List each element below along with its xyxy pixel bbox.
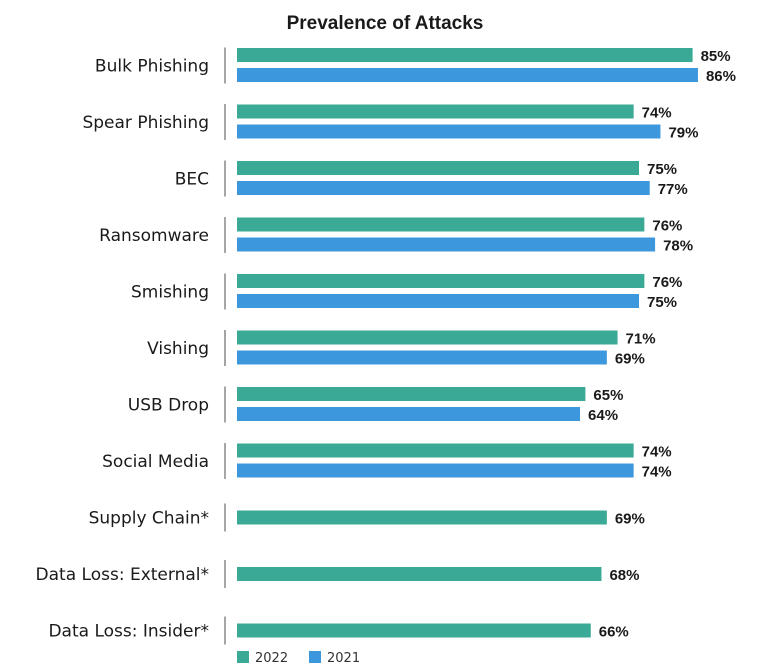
value-label: 75% — [647, 294, 677, 311]
bar-group: Data Loss: Insider* 66% — [48, 616, 629, 645]
bar-2022 — [237, 443, 634, 458]
value-label: 79% — [668, 125, 698, 142]
legend-swatch — [309, 651, 321, 663]
bar-2022 — [237, 567, 602, 581]
value-label: 78% — [663, 238, 693, 255]
legend-label: 2021 — [327, 651, 360, 666]
value-label: 85% — [701, 48, 731, 65]
category-label: Social Media — [102, 452, 209, 472]
value-label: 71% — [626, 331, 656, 348]
bar-2022 — [237, 104, 634, 119]
category-label: Data Loss: External* — [36, 565, 209, 585]
bar-group: Supply Chain* 69% — [89, 503, 645, 532]
bar-2022 — [237, 510, 607, 525]
bar-2021 — [237, 68, 698, 82]
category-label: Bulk Phishing — [95, 57, 209, 77]
value-label: 74% — [642, 444, 672, 461]
category-label: Data Loss: Insider* — [48, 622, 209, 642]
bar-group: Spear Phishing 74% 79% — [82, 104, 698, 142]
bar-2021 — [237, 237, 656, 252]
bar-2022 — [237, 217, 645, 232]
category-label: Spear Phishing — [82, 113, 209, 133]
value-label: 86% — [706, 68, 736, 85]
value-label: 66% — [599, 624, 629, 641]
category-label: Vishing — [147, 339, 209, 359]
value-label: 75% — [647, 161, 677, 178]
bar-group: Smishing 76% 75% — [131, 273, 682, 311]
bar-group: Vishing 71% 69% — [147, 330, 656, 368]
value-label: 74% — [642, 464, 672, 481]
bar-2021 — [237, 463, 634, 478]
value-label: 69% — [615, 511, 645, 528]
category-label: Supply Chain* — [89, 509, 209, 529]
category-label: Ransomware — [99, 226, 209, 246]
bar-2022 — [237, 274, 645, 288]
bar-group: USB Drop 65% 64% — [128, 386, 623, 424]
bar-2022 — [237, 330, 618, 345]
bar-2021 — [237, 294, 639, 308]
bar-group: Social Media 74% 74% — [102, 443, 672, 481]
value-label: 76% — [652, 274, 682, 291]
bar-2022 — [237, 623, 591, 638]
category-label: BEC — [175, 170, 209, 190]
bar-2022 — [237, 161, 639, 175]
value-label: 74% — [642, 105, 672, 122]
value-label: 64% — [588, 407, 618, 424]
bar-2021 — [237, 181, 650, 195]
legend: 2022 2021 — [237, 651, 360, 666]
legend-label: 2022 — [255, 651, 288, 666]
chart-rows: Bulk Phishing 85% 86% Spear Phishing 74% 79% B… — [36, 47, 736, 645]
category-label: Smishing — [131, 283, 209, 303]
value-label: 77% — [658, 181, 688, 198]
value-label: 68% — [609, 567, 639, 584]
bar-2021 — [237, 124, 661, 139]
bar-2021 — [237, 407, 581, 421]
bar-2022 — [237, 48, 693, 62]
bar-2021 — [237, 350, 607, 365]
chart-title: Prevalence of Attacks — [287, 13, 484, 34]
value-label: 69% — [615, 351, 645, 368]
value-label: 65% — [593, 387, 623, 404]
bar-group: Data Loss: External* 68% — [36, 560, 640, 588]
bar-2022 — [237, 387, 586, 401]
bar-group: Bulk Phishing 85% 86% — [95, 47, 736, 85]
bar-group: Ransomware 76% 78% — [99, 217, 693, 255]
category-label: USB Drop — [128, 396, 209, 416]
bar-group: BEC 75% 77% — [175, 160, 688, 198]
legend-swatch — [237, 651, 249, 663]
value-label: 76% — [652, 218, 682, 235]
